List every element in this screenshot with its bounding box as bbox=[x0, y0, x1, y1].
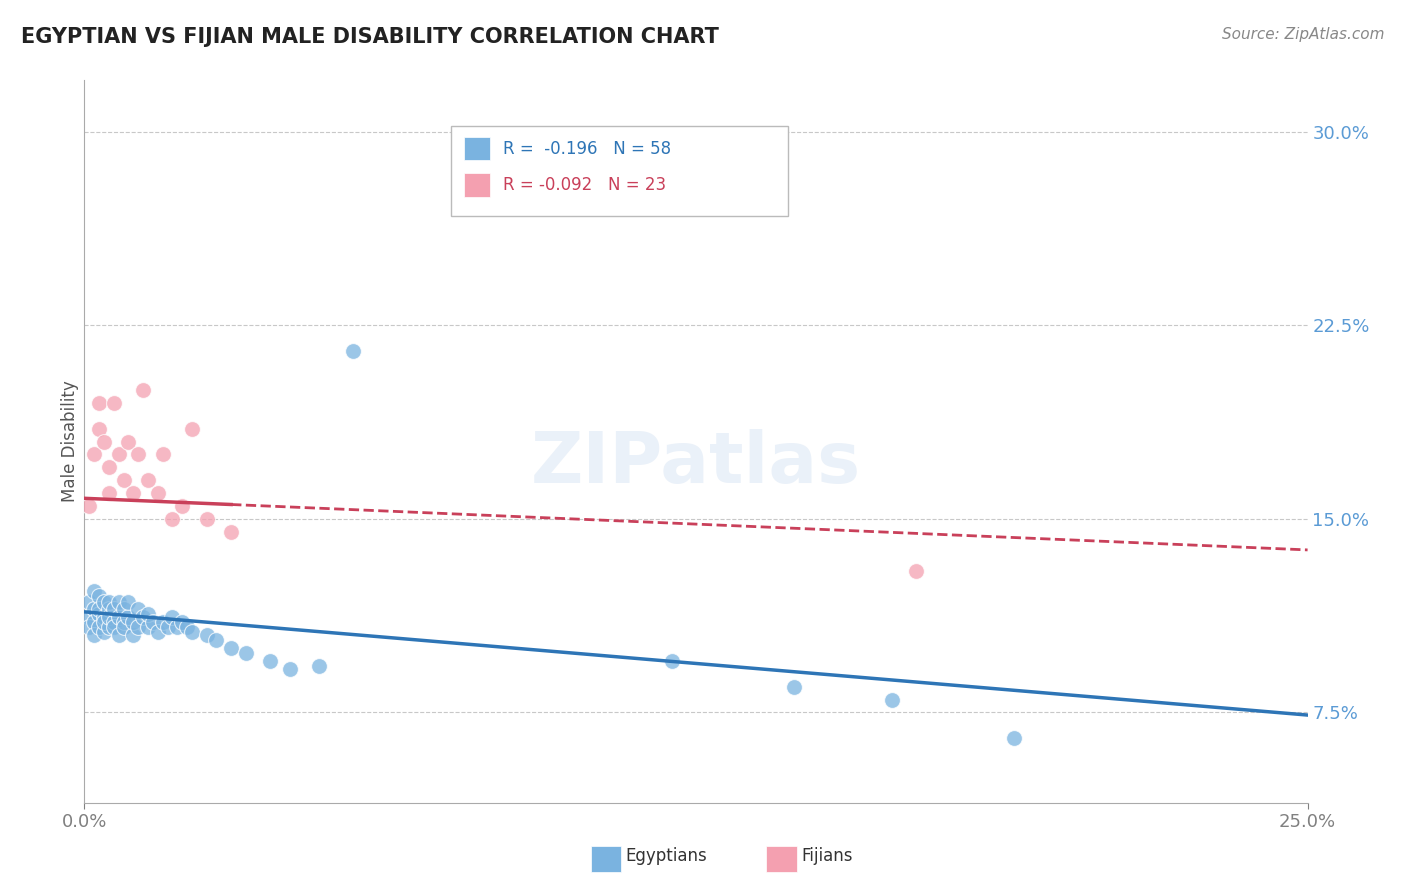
Point bbox=[162, 610, 184, 624]
Point bbox=[103, 615, 125, 630]
Point bbox=[136, 473, 159, 487]
Point bbox=[93, 434, 115, 449]
Point bbox=[1002, 731, 1025, 746]
Point bbox=[77, 610, 100, 624]
Point bbox=[83, 584, 105, 599]
Point bbox=[661, 654, 683, 668]
Point bbox=[93, 594, 115, 608]
Point bbox=[77, 594, 100, 608]
Point bbox=[87, 607, 110, 622]
Text: R = -0.092   N = 23: R = -0.092 N = 23 bbox=[503, 176, 666, 194]
Point bbox=[97, 602, 120, 616]
Point bbox=[132, 610, 155, 624]
Point bbox=[77, 499, 100, 513]
Point bbox=[103, 602, 125, 616]
Point bbox=[122, 628, 145, 642]
Point bbox=[112, 615, 135, 630]
Point bbox=[97, 460, 120, 475]
Y-axis label: Male Disability: Male Disability bbox=[60, 381, 79, 502]
Point bbox=[195, 628, 218, 642]
FancyBboxPatch shape bbox=[464, 173, 491, 196]
Point bbox=[117, 434, 139, 449]
Point bbox=[127, 620, 149, 634]
Point bbox=[132, 383, 155, 397]
Point bbox=[87, 602, 110, 616]
Point bbox=[181, 422, 204, 436]
Point bbox=[308, 659, 330, 673]
Point bbox=[107, 594, 129, 608]
Point bbox=[259, 654, 281, 668]
Text: Fijians: Fijians bbox=[801, 847, 853, 865]
Point bbox=[219, 640, 242, 655]
Point bbox=[83, 602, 105, 616]
Point bbox=[117, 610, 139, 624]
Point bbox=[195, 512, 218, 526]
Point bbox=[342, 344, 364, 359]
Point bbox=[235, 646, 257, 660]
Point bbox=[97, 620, 120, 634]
Point bbox=[93, 625, 115, 640]
Text: R =  -0.196   N = 58: R = -0.196 N = 58 bbox=[503, 140, 671, 158]
Point bbox=[93, 615, 115, 630]
Point bbox=[146, 625, 169, 640]
Text: ▪: ▪ bbox=[600, 842, 619, 871]
Point bbox=[152, 615, 174, 630]
Text: ZIPatlas: ZIPatlas bbox=[531, 429, 860, 498]
Point bbox=[97, 610, 120, 624]
Point bbox=[219, 524, 242, 539]
Point bbox=[152, 447, 174, 461]
Point bbox=[166, 620, 188, 634]
Point bbox=[103, 396, 125, 410]
Point bbox=[117, 594, 139, 608]
Point bbox=[107, 628, 129, 642]
Point bbox=[136, 607, 159, 622]
Point bbox=[127, 447, 149, 461]
Point bbox=[87, 422, 110, 436]
Point bbox=[146, 486, 169, 500]
Point bbox=[97, 486, 120, 500]
Point bbox=[83, 615, 105, 630]
Point bbox=[107, 610, 129, 624]
Point bbox=[783, 680, 806, 694]
Point bbox=[112, 602, 135, 616]
Point bbox=[87, 590, 110, 604]
Text: Source: ZipAtlas.com: Source: ZipAtlas.com bbox=[1222, 27, 1385, 42]
Point bbox=[142, 615, 165, 630]
Point bbox=[205, 633, 228, 648]
Point bbox=[112, 473, 135, 487]
Point bbox=[172, 499, 194, 513]
Point bbox=[83, 628, 105, 642]
Point bbox=[136, 620, 159, 634]
Point bbox=[172, 615, 194, 630]
Text: EGYPTIAN VS FIJIAN MALE DISABILITY CORRELATION CHART: EGYPTIAN VS FIJIAN MALE DISABILITY CORRE… bbox=[21, 27, 718, 46]
Point bbox=[107, 447, 129, 461]
Point bbox=[122, 615, 145, 630]
Point bbox=[176, 620, 198, 634]
Point bbox=[905, 564, 928, 578]
FancyBboxPatch shape bbox=[451, 126, 787, 216]
Point bbox=[93, 610, 115, 624]
Point bbox=[162, 512, 184, 526]
Point bbox=[156, 620, 179, 634]
Point bbox=[97, 594, 120, 608]
Point bbox=[83, 447, 105, 461]
Point bbox=[103, 620, 125, 634]
Point bbox=[880, 692, 903, 706]
Point bbox=[87, 620, 110, 634]
Point bbox=[127, 602, 149, 616]
Point bbox=[122, 486, 145, 500]
Point bbox=[87, 396, 110, 410]
Point bbox=[77, 620, 100, 634]
Text: Egyptians: Egyptians bbox=[626, 847, 707, 865]
Point bbox=[181, 625, 204, 640]
Point bbox=[112, 620, 135, 634]
Point bbox=[278, 662, 301, 676]
FancyBboxPatch shape bbox=[464, 137, 491, 161]
